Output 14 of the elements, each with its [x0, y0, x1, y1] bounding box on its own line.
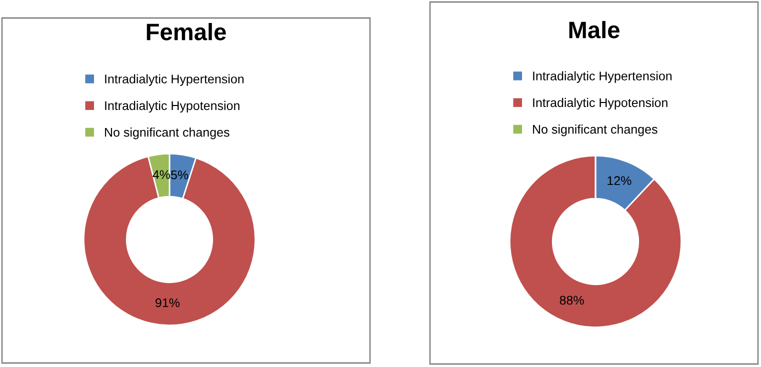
data-label: 91% [156, 298, 180, 308]
donut-slice [83, 156, 256, 326]
legend-label: Intradialytic Hypertension [105, 74, 244, 86]
data-label: 88% [560, 296, 584, 305]
chart-title: Female [146, 22, 226, 40]
chart-title: Male [569, 20, 620, 38]
legend-label: Intradialytic Hypotension [533, 98, 668, 110]
legend-label: Intradialytic Hypotension [105, 100, 240, 113]
legend-label: No significant changes [533, 124, 658, 136]
legend-label: Intradialytic Hypertension [533, 71, 672, 83]
data-label: 5% [171, 170, 188, 180]
donut-slice [509, 155, 682, 328]
data-label: 12% [608, 176, 632, 185]
legend-label: No significant changes [105, 128, 230, 140]
